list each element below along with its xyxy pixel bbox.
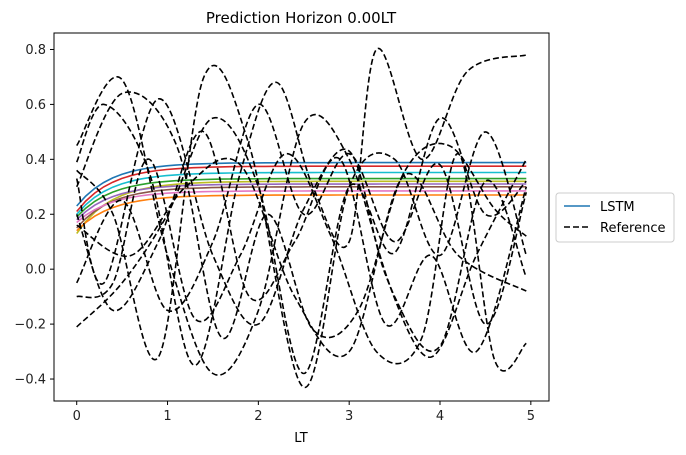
- y-tick-label-2: 0.0: [25, 263, 46, 278]
- y-tick-label-4: 0.4: [25, 153, 46, 168]
- x-tick-label-5: 5: [527, 409, 535, 424]
- reference-series-line-4: [76, 116, 527, 375]
- series-layer: [75, 47, 528, 389]
- legend-lstm-label: LSTM: [600, 200, 635, 215]
- plot-frame: [53, 32, 550, 402]
- chart-title: Prediction Horizon 0.00LT: [206, 9, 397, 27]
- y-tick-label-6: 0.8: [25, 43, 46, 58]
- x-tick-label-2: 2: [254, 409, 262, 424]
- x-tick-label-1: 1: [163, 409, 171, 424]
- legend: LSTM Reference: [555, 192, 675, 243]
- x-tick-label-4: 4: [436, 409, 444, 424]
- x-axis-label: LT: [294, 431, 307, 446]
- lstm-series-line-8: [76, 194, 527, 232]
- reference-series-line-2: [76, 64, 528, 389]
- reference-series-line-0: [76, 76, 528, 376]
- reference-series-line-1: [75, 47, 527, 367]
- reference-series-line-9: [75, 130, 528, 353]
- x-tick-label-0: 0: [73, 409, 81, 424]
- y-tick-label-3: 0.2: [25, 208, 46, 223]
- lstm-series-line-0: [76, 161, 527, 207]
- x-tick-label-3: 3: [345, 409, 353, 424]
- reference-series-line-7: [76, 157, 527, 358]
- reference-series-line-5: [76, 152, 527, 372]
- y-tick-label-5: 0.6: [25, 98, 46, 113]
- reference-series-line-6: [76, 103, 528, 325]
- y-tick-label-1: −0.2: [14, 318, 46, 333]
- lstm-series-line-7: [76, 190, 527, 224]
- lstm-series-line-3: [76, 177, 527, 218]
- y-tick-label-0: −0.4: [14, 373, 46, 388]
- reference-series-line-8: [75, 91, 527, 339]
- ticks-layer: 0 1 2 3 4 5 −0.4 −0.2 0.0 0.2 0.4 0.6 0.8: [14, 43, 535, 424]
- legend-reference-label: Reference: [600, 221, 665, 236]
- reference-series-line-3: [75, 98, 528, 358]
